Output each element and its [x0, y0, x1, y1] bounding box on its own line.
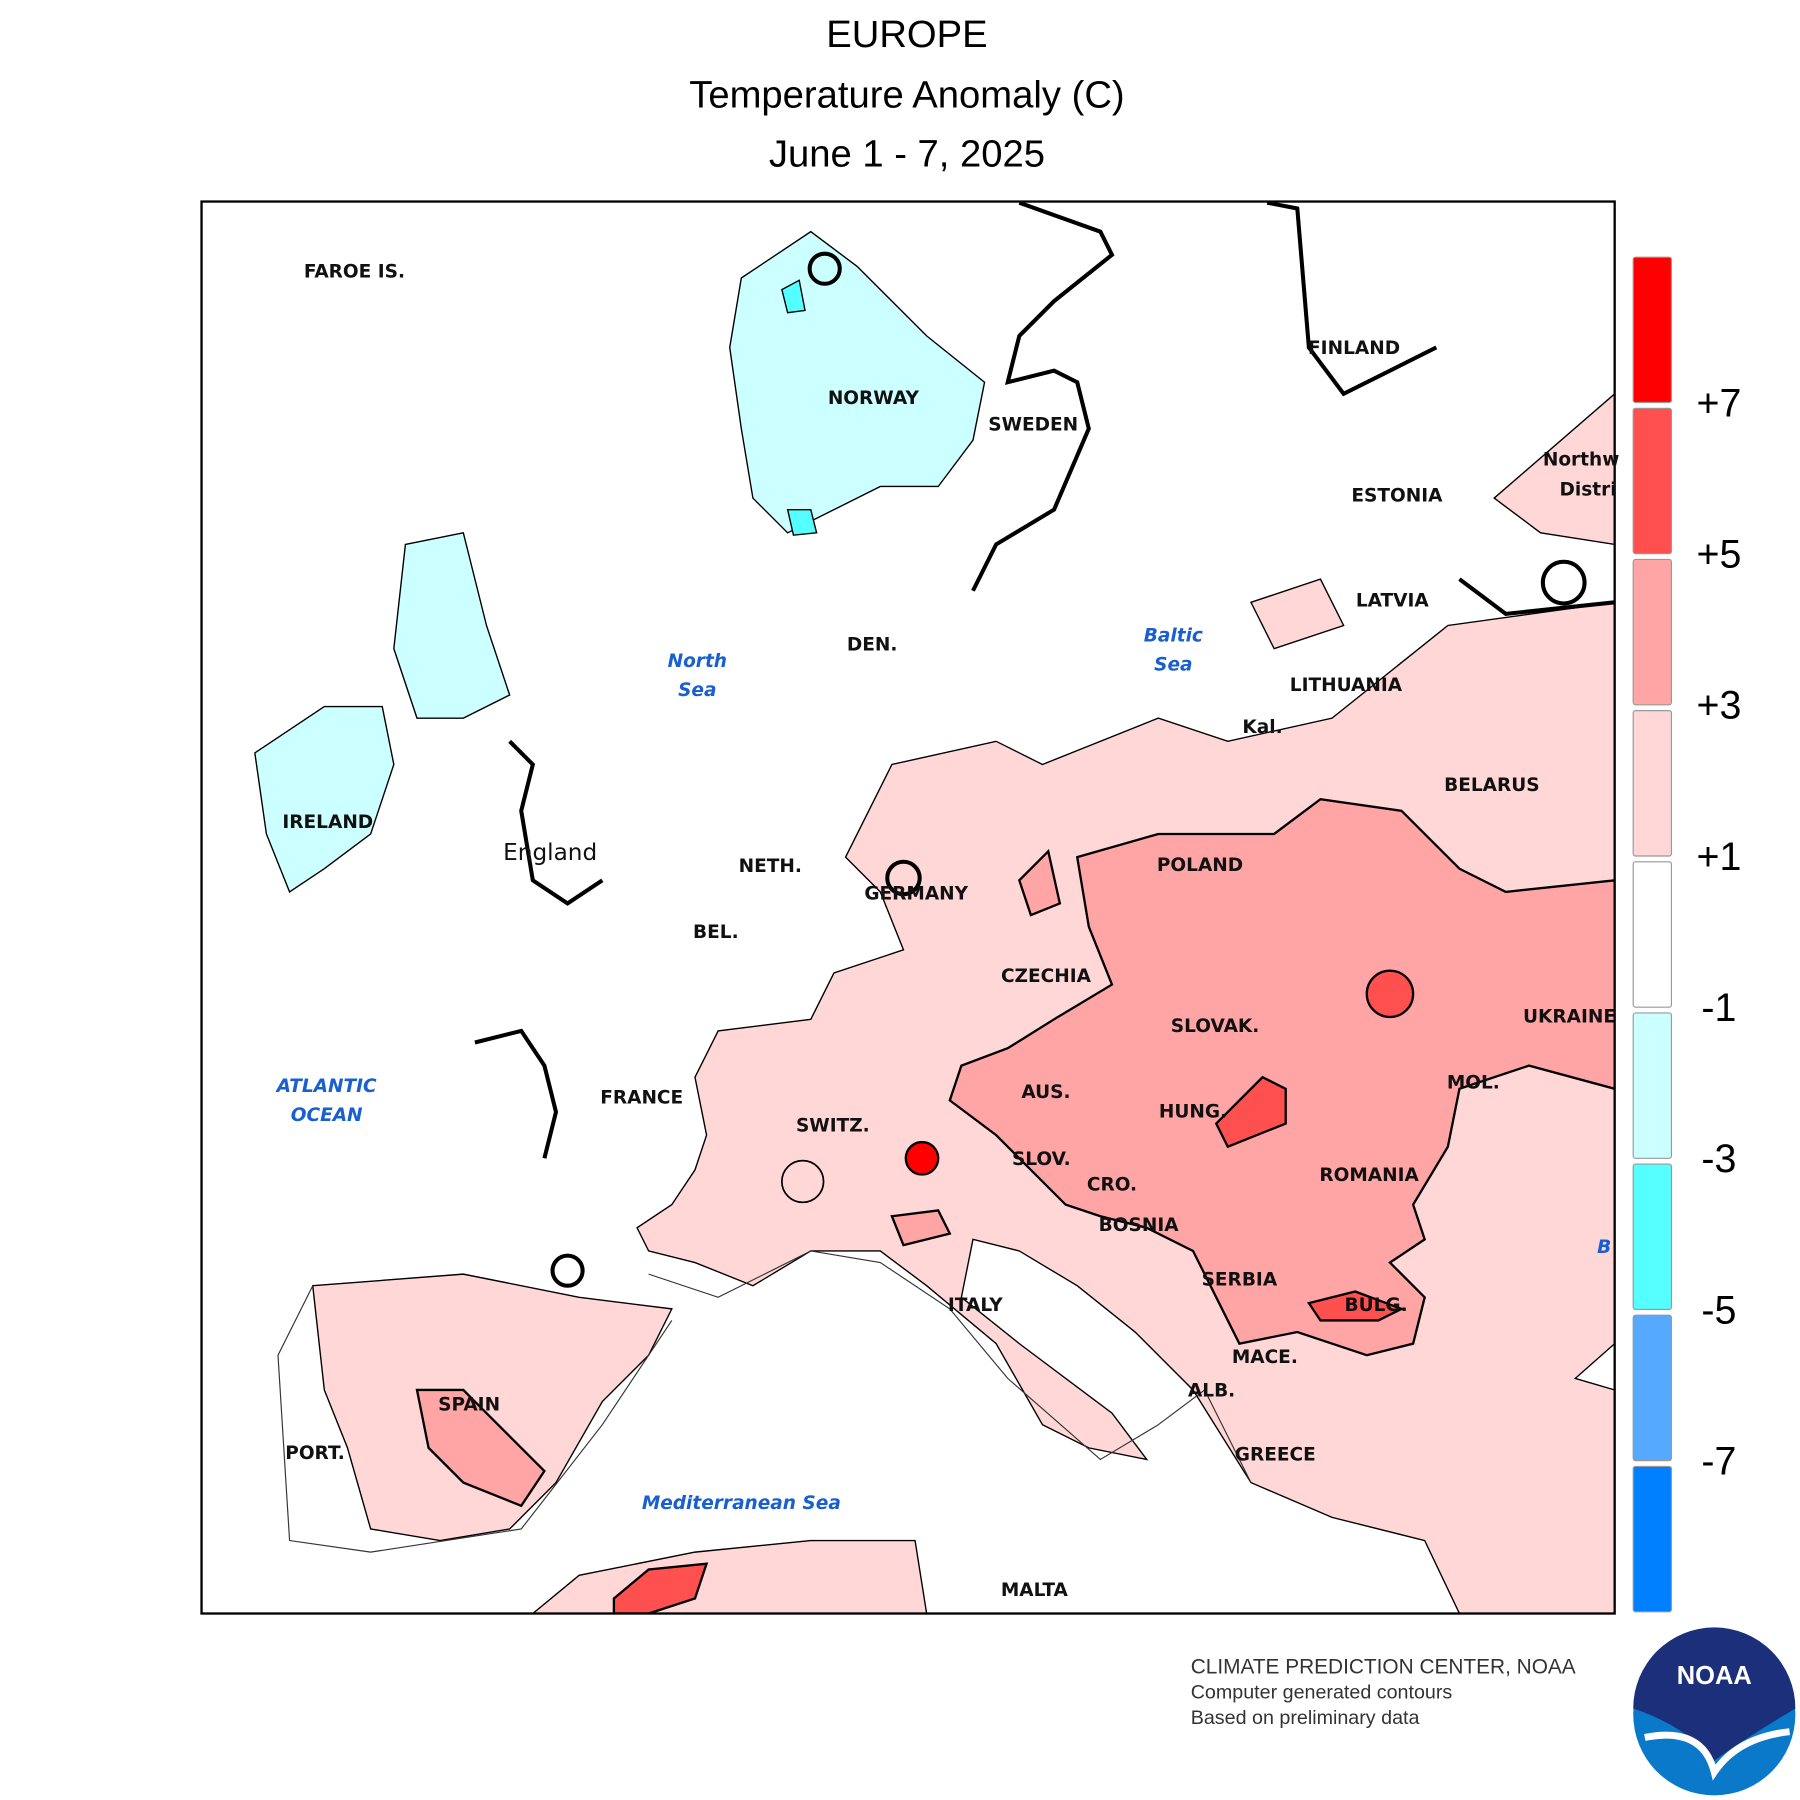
sea-label: Mediterranean Sea — [642, 1493, 841, 1514]
country-label: ALB. — [1188, 1381, 1235, 1402]
legend-swatch — [1632, 1163, 1673, 1311]
country-label: ROMANIA — [1319, 1165, 1419, 1186]
legend-swatch — [1632, 861, 1673, 1008]
country-label: MOL. — [1447, 1073, 1500, 1094]
legend-tick-label: +7 — [1696, 381, 1741, 425]
country-label: ESTONIA — [1351, 485, 1443, 506]
country-label: BELARUS — [1444, 775, 1540, 796]
sea-label: Sea — [1154, 654, 1192, 675]
country-label: SLOV. — [1012, 1149, 1071, 1170]
footer-line: Computer generated contours — [1191, 1682, 1453, 1704]
country-label: FINLAND — [1308, 338, 1400, 359]
legend-tick-label: +5 — [1696, 533, 1741, 577]
country-label: AUS. — [1021, 1082, 1070, 1103]
country-label: GREECE — [1235, 1444, 1316, 1465]
sea-label: Sea — [678, 680, 716, 701]
legend-swatch — [1632, 710, 1673, 857]
map-frame — [200, 200, 1616, 1615]
country-label: MALTA — [1001, 1580, 1069, 1601]
legend-swatch — [1632, 1314, 1673, 1462]
country-label: POLAND — [1157, 855, 1243, 876]
country-label: Kal. — [1242, 717, 1282, 738]
legend-tick-label: +1 — [1696, 835, 1741, 879]
legend-swatch — [1632, 558, 1673, 706]
country-label: SERBIA — [1202, 1269, 1278, 1290]
footer-line: CLIMATE PREDICTION CENTER, NOAA — [1191, 1655, 1576, 1678]
logo-bird — [1644, 1728, 1790, 1781]
country-label: CZECHIA — [1001, 966, 1092, 987]
legend-tick-label: -1 — [1701, 986, 1736, 1030]
subtitle: Temperature Anomaly (C) — [689, 73, 1124, 116]
country-label: SPAIN — [438, 1395, 500, 1416]
country-label: NORWAY — [828, 388, 920, 409]
logo-text: NOAA — [1677, 1662, 1752, 1690]
sea-label: Baltic — [1144, 625, 1203, 646]
country-label: MACE. — [1232, 1347, 1298, 1368]
country-label: England — [503, 840, 597, 866]
country-label: LITHUANIA — [1290, 675, 1403, 696]
country-label: DEN. — [847, 635, 898, 656]
country-label: IRELAND — [282, 812, 373, 833]
legend-tick-label: -5 — [1701, 1288, 1736, 1332]
legend-swatch — [1632, 256, 1673, 404]
period: June 1 - 7, 2025 — [769, 132, 1045, 175]
country-label: SLOVAK. — [1171, 1016, 1260, 1037]
title: EUROPE — [826, 13, 987, 56]
country-label: Distri — [1559, 479, 1616, 500]
legend-swatch — [1632, 407, 1673, 555]
logo-top — [1633, 1627, 1796, 1761]
legend-tick-label: -7 — [1701, 1439, 1736, 1483]
country-label: PORT. — [285, 1443, 345, 1464]
country-label: UKRAINE — [1523, 1006, 1616, 1027]
country-label: Northw — [1543, 449, 1620, 470]
country-label: HUNG. — [1159, 1101, 1227, 1122]
country-label: LATVIA — [1356, 591, 1430, 612]
sea-label: B — [1597, 1237, 1611, 1258]
sea-label: OCEAN — [291, 1105, 363, 1126]
country-label: CRO. — [1087, 1174, 1137, 1195]
sea-label: ATLANTIC — [275, 1076, 377, 1097]
legend-swatch — [1632, 1465, 1673, 1613]
sea-label: North — [668, 651, 727, 672]
country-label: BOSNIA — [1099, 1215, 1180, 1236]
country-label: NETH. — [739, 856, 802, 877]
legend-tick-label: -3 — [1701, 1137, 1736, 1181]
country-label: GERMANY — [864, 884, 968, 905]
country-label: BEL. — [693, 922, 739, 943]
map — [201, 201, 1615, 1614]
country-label: FRANCE — [600, 1088, 683, 1109]
country-label: SWITZ. — [796, 1115, 870, 1136]
legend-swatch — [1632, 1012, 1673, 1159]
footer-line: Based on preliminary data — [1191, 1707, 1420, 1729]
country-label: SWEDEN — [988, 415, 1078, 436]
country-label: FAROE IS. — [304, 262, 405, 283]
country-label: ITALY — [948, 1295, 1003, 1316]
legend-tick-label: +3 — [1696, 684, 1741, 728]
country-label: BULG. — [1344, 1295, 1407, 1316]
